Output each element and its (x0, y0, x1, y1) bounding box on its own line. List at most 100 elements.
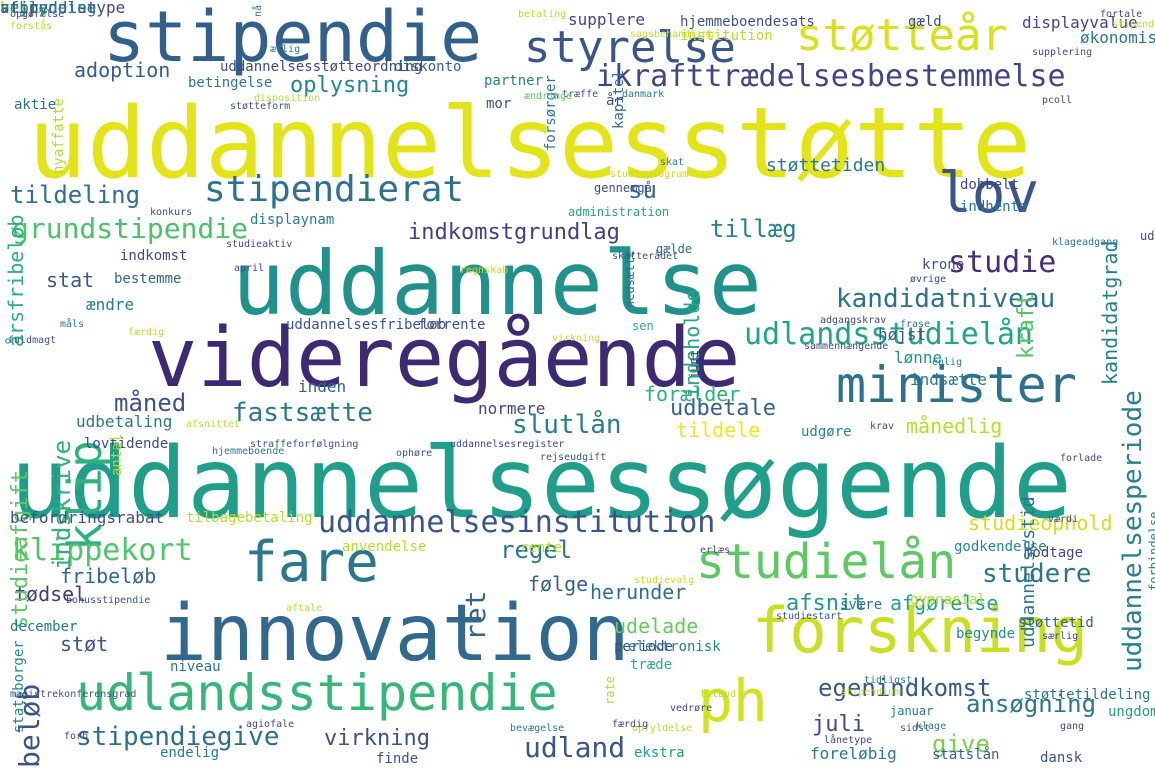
word-studieophold: studieophold (968, 511, 1113, 535)
word-kandidatgrad: kandidatgrad (1098, 240, 1122, 386)
word-klageadgang: klageadgang (1052, 237, 1119, 248)
word-stipendiebevis: stipendiebevis (1112, 19, 1155, 30)
word-forlade: forlade (1060, 453, 1103, 464)
word-studieafgift: studieafgift (8, 470, 33, 629)
word-uddannelse: uddannelse (232, 232, 762, 335)
word-gaeld: gæld (908, 14, 942, 30)
word-arsfribelob: årsfribeløb (4, 214, 28, 347)
word-afsnittet: afsnittet (186, 419, 241, 430)
word-ovrige: øvrige (910, 274, 947, 285)
word-statsborger: statsborger (11, 640, 27, 733)
word-tillaeg: tillæg (710, 215, 797, 243)
word-afgorelse: afgørelse (890, 591, 999, 615)
word-maned: måned (114, 389, 187, 417)
word-april: april (234, 263, 265, 274)
word-sen: sen (632, 319, 654, 333)
word-tilbud: tilbud (700, 689, 737, 700)
word-administration: administration (568, 205, 670, 219)
word-mals: måls (60, 319, 85, 330)
word-ekstra: ekstra (634, 745, 685, 761)
word-befordringsrabat: befordringsrabat (10, 508, 165, 527)
word-juli: juli (812, 712, 865, 737)
word-uddannelsesperiode: uddannelsesperiode (1118, 390, 1148, 672)
word-supplere: supplere (568, 10, 646, 29)
word-lonne: lønne (894, 348, 943, 367)
word-stipendietype: stipendietype (0, 0, 126, 17)
word-opfyldelse: opfyldelse (632, 723, 693, 734)
word-fribelob: fribeløb (60, 564, 157, 588)
word-gaelde: gælde (656, 242, 693, 256)
word-forskning: forskning (752, 594, 1088, 667)
word-godkendelse: godkendelse (954, 539, 1047, 555)
word-okonomistyrelse: økonomistyrelse (1080, 28, 1155, 47)
word-manedlig: månedlig (906, 414, 1003, 438)
word-krav: krav (870, 421, 895, 432)
word-traeffe: træffe (562, 89, 599, 100)
word-ar: år (606, 93, 623, 109)
word-stotteform: støtteform (230, 101, 291, 112)
word-nyaffatte: nyaffatte (51, 98, 67, 174)
word-udlandsstipendie: udlandsstipendie (76, 664, 558, 722)
word-forelobig: foreløbig (810, 744, 897, 763)
word-ikrafttraedelsesbestemmelse: ikrafttrædelsesbestemmelse (596, 59, 1066, 94)
word-virkning: virkning (324, 726, 430, 751)
word-aendringe: ændringe (524, 91, 573, 102)
word-styrelse: styrelse (524, 22, 736, 73)
word-indskrive: indskrive (48, 439, 76, 570)
word-kraft: kraft (1014, 292, 1039, 359)
word-stot: støt (60, 632, 109, 656)
word-aftale: aftale (286, 603, 323, 614)
word-fuldmagt: fuldmagt (8, 335, 57, 346)
word-indhente: indhente (960, 199, 1028, 215)
word-ansogning: ansøgning (966, 690, 1097, 718)
word-fodsel: fødsel (14, 582, 87, 606)
word-videregaende: videregående (148, 311, 741, 406)
word-studielan: studielån (696, 534, 957, 590)
word-adoption: adoption (74, 58, 171, 82)
word-pcoll: pcoll (1042, 95, 1073, 106)
word-statslan: statslån (932, 747, 1000, 763)
word-fortale: fortale (1100, 9, 1143, 20)
word-vejledning: vejledning (0, 0, 97, 17)
word-uddannelsesinstitution: uddannelsesinstitution (318, 505, 716, 540)
word-udland: udland (524, 731, 626, 764)
word-straffeforfolgning: straffeforfølgning (250, 439, 359, 450)
word-anvendelse: anvendelse (342, 539, 427, 555)
word-lanetype: lånetype (824, 735, 873, 746)
word-grundstipendie: grundstipendie (12, 212, 249, 245)
word-displayvalue: displayvalue (1022, 13, 1138, 32)
word-gennemga: gennemgå (594, 181, 652, 195)
word-udbetaling: udbetaling (76, 412, 173, 431)
word-regnskab: regnskab (460, 265, 509, 276)
word-besog: besøg (0, 0, 49, 17)
word-danmark: danmark (622, 89, 665, 100)
word-inden: inden (298, 377, 347, 396)
word-studie: studie (948, 245, 1057, 280)
word-faerdig: færdig (128, 327, 165, 338)
word-forb: forb (64, 731, 89, 742)
word-tildeling: tildeling (10, 181, 141, 209)
word-indeholde: indeholde (680, 289, 704, 398)
word-vaerdi: værdi (1048, 514, 1079, 525)
word-rate: rate (603, 676, 617, 705)
word-faerdig-2: færdig (612, 719, 649, 730)
word-betaling: betaling (518, 9, 567, 20)
word-foraelder: forælder (644, 382, 741, 406)
word-studiestart: studiestart (776, 611, 843, 622)
word-opgorelse: opgørelse (10, 9, 65, 20)
word-stipendierat: stipendierat (204, 169, 465, 210)
word-ophore: ophøre (396, 448, 433, 459)
word-januar: januar (890, 704, 934, 718)
word-krone: krone (922, 257, 965, 273)
word-bonusstipendie: bonusstipendie (66, 595, 151, 606)
word-klippekort: klippekort (12, 533, 193, 568)
word-december: december (10, 619, 78, 635)
word-su: su (628, 176, 657, 204)
word-bevaegelse: bevægelse (510, 723, 565, 734)
word-begynde: begynde (956, 626, 1016, 642)
word-skatteradet: skatterådet (612, 251, 679, 262)
word-gang: gang (1060, 721, 1085, 732)
word-institution: institution (680, 28, 773, 44)
word-vedrore: vedrøre (670, 703, 713, 714)
word-give: give (932, 730, 990, 758)
